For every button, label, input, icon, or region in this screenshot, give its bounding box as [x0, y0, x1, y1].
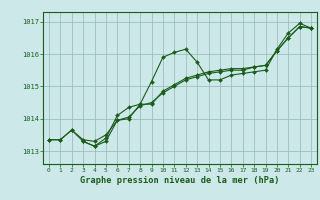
X-axis label: Graphe pression niveau de la mer (hPa): Graphe pression niveau de la mer (hPa) [80, 176, 280, 185]
